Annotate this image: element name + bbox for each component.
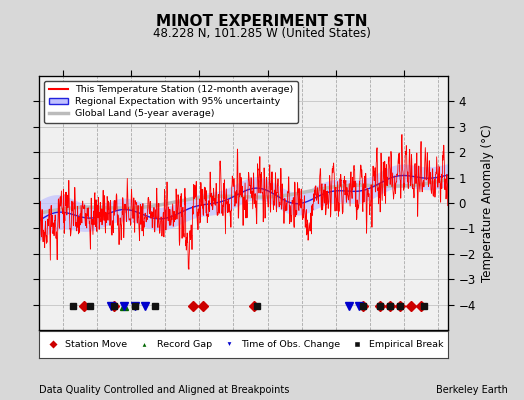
Text: MINOT EXPERIMENT STN: MINOT EXPERIMENT STN [156,14,368,29]
Legend: This Temperature Station (12-month average), Regional Expectation with 95% uncer: This Temperature Station (12-month avera… [44,81,298,123]
Text: Berkeley Earth: Berkeley Earth [436,385,508,395]
Text: 48.228 N, 101.285 W (United States): 48.228 N, 101.285 W (United States) [153,27,371,40]
Text: Data Quality Controlled and Aligned at Breakpoints: Data Quality Controlled and Aligned at B… [39,385,290,395]
Legend: Station Move, Record Gap, Time of Obs. Change, Empirical Break: Station Move, Record Gap, Time of Obs. C… [41,337,446,352]
Y-axis label: Temperature Anomaly (°C): Temperature Anomaly (°C) [482,124,494,282]
